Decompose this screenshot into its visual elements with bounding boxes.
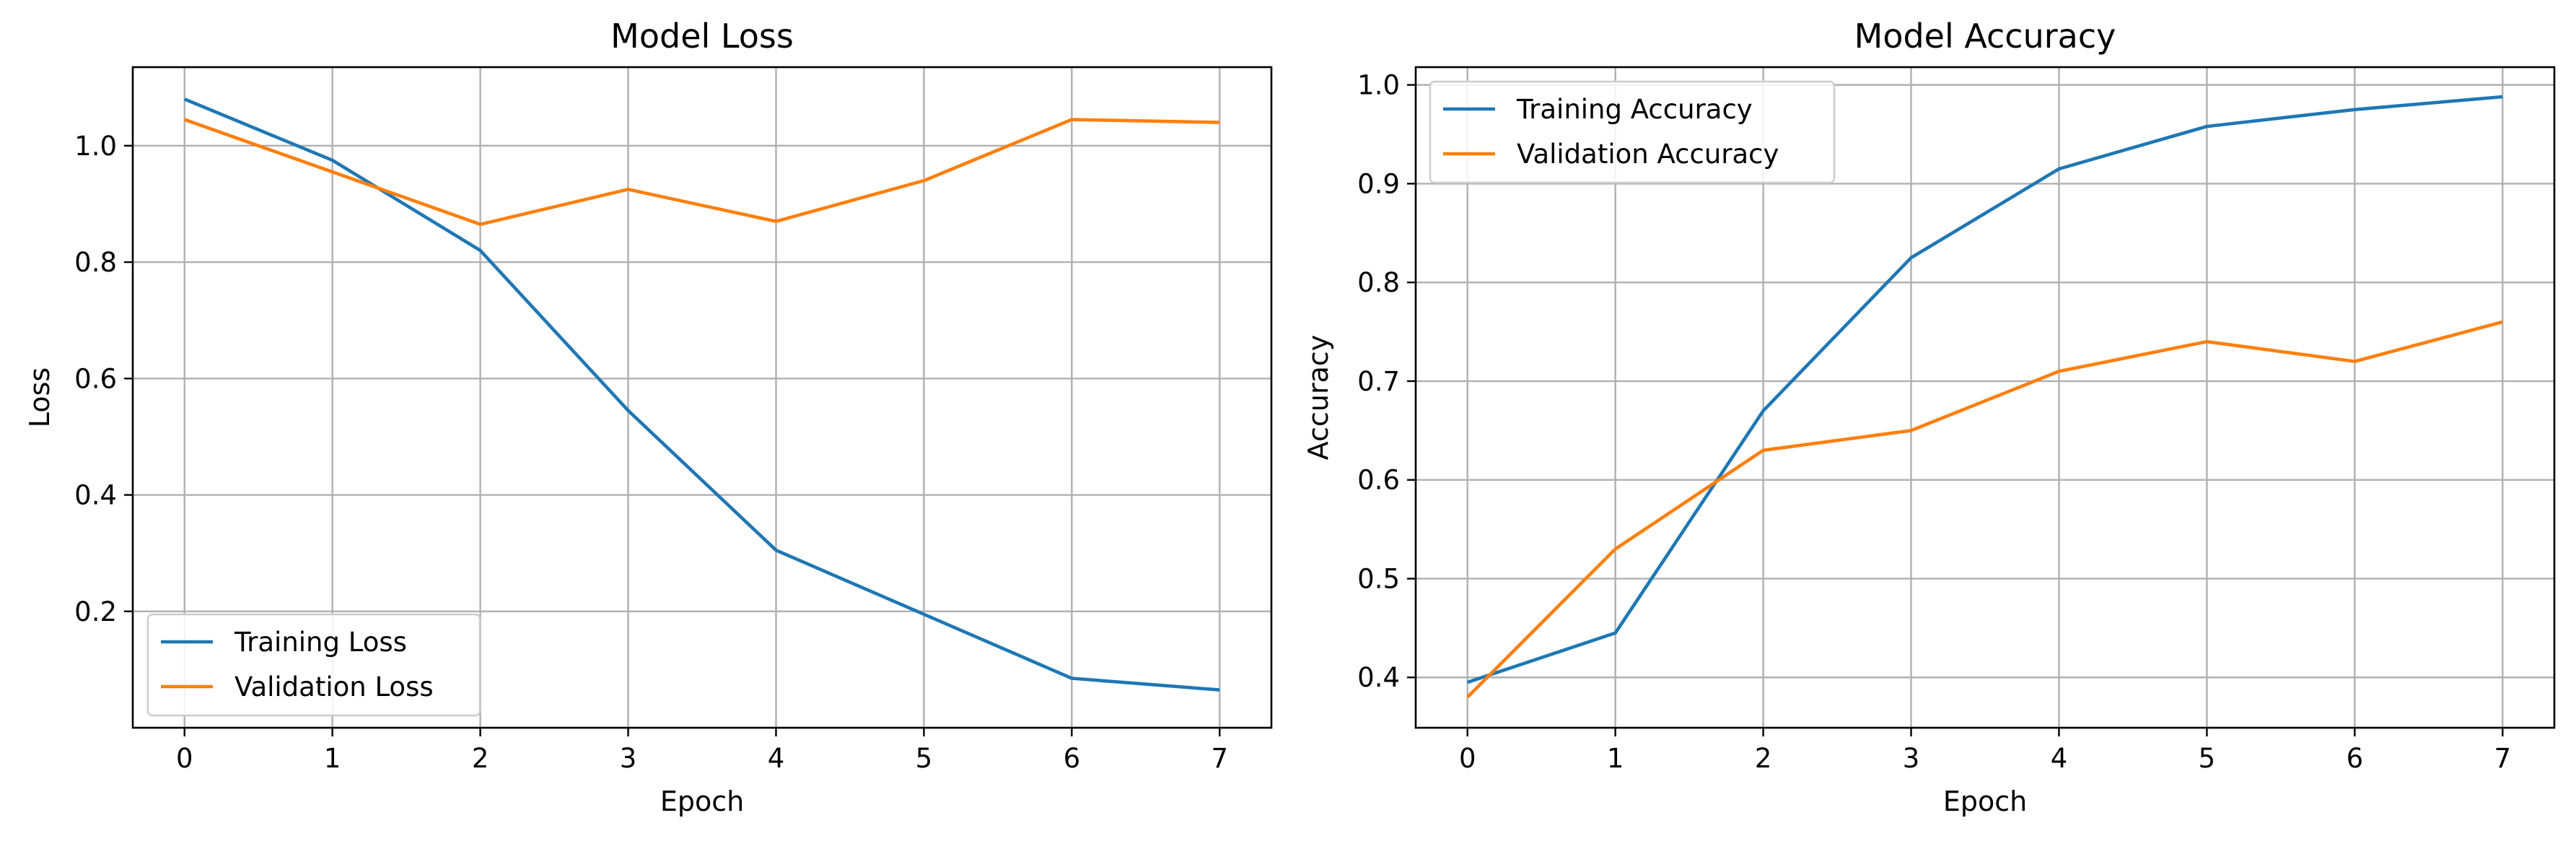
accuracy-y-tick-label: 0.8	[1357, 267, 1400, 298]
loss-x-tick-label: 7	[1211, 743, 1228, 774]
accuracy-legend-label: Validation Accuracy	[1517, 139, 1779, 170]
loss-x-tick-label: 5	[916, 743, 933, 774]
accuracy-legend-box	[1429, 80, 1836, 184]
loss-grid	[133, 67, 1271, 728]
accuracy-y-tick-label: 1.0	[1357, 70, 1400, 101]
accuracy-x-tick-label: 3	[1903, 743, 1920, 774]
accuracy-y-tick-label: 0.7	[1357, 366, 1400, 397]
loss-x-tick-label: 0	[176, 743, 193, 774]
loss-series	[183, 97, 1220, 692]
loss-series-line-training	[183, 97, 1220, 692]
loss-y-tick-label: 1.0	[74, 131, 117, 162]
loss-y-tick-label: 0.2	[74, 596, 117, 627]
accuracy-x-tick-label: 4	[2051, 743, 2068, 774]
accuracy-chart: 0 1 2 3 4 5 6 7 0.4 0.5 0.6 0.7 0.8 0.9 1.0 Model Accu…	[1302, 17, 2556, 817]
accuracy-y-tick-label: 0.6	[1357, 465, 1400, 496]
accuracy-series	[1466, 95, 2503, 699]
loss-y-tick-label: 0.6	[74, 363, 117, 394]
accuracy-chart-title: Model Accuracy	[1854, 17, 2116, 56]
loss-y-axis-label: Loss	[24, 367, 56, 427]
loss-ticks: 0 1 2 3 4 5 6 7 0.2 0.4 0.6 0.8 1.0	[74, 131, 1228, 774]
loss-x-tick-label: 4	[768, 743, 785, 774]
loss-x-tick-label: 3	[620, 743, 637, 774]
accuracy-x-tick-label: 1	[1607, 743, 1624, 774]
accuracy-ticks: 0 1 2 3 4 5 6 7 0.4 0.5 0.6 0.7 0.8 0.9 1.0	[1357, 70, 2511, 774]
accuracy-x-tick-label: 5	[2199, 743, 2216, 774]
accuracy-x-tick-label: 6	[2347, 743, 2364, 774]
loss-x-tick-label: 6	[1064, 743, 1081, 774]
loss-x-tick-label: 2	[472, 743, 489, 774]
accuracy-x-tick-label: 7	[2494, 743, 2511, 774]
loss-chart: 0 1 2 3 4 5 6 7 0.2 0.4 0.6 0.8 1.0 Model Loss Epoch…	[24, 17, 1273, 817]
loss-legend-box	[146, 613, 481, 717]
accuracy-legend-label: Training Accuracy	[1516, 94, 1753, 125]
loss-plot-frame	[131, 66, 1273, 729]
loss-series-line-validation	[183, 118, 1220, 227]
loss-x-axis-label: Epoch	[660, 786, 744, 817]
accuracy-y-tick-label: 0.4	[1357, 662, 1400, 693]
loss-legend-label: Validation Loss	[235, 671, 434, 702]
loss-y-tick-label: 0.8	[74, 247, 117, 278]
accuracy-x-tick-label: 2	[1755, 743, 1772, 774]
accuracy-y-axis-label: Accuracy	[1302, 335, 1334, 461]
loss-y-tick-label: 0.4	[74, 480, 117, 511]
accuracy-series-line-training	[1466, 95, 2503, 684]
accuracy-legend: Training Accuracy Validation Accuracy	[1429, 80, 1836, 184]
accuracy-x-axis-label: Epoch	[1943, 786, 2027, 817]
loss-chart-title: Model Loss	[610, 17, 794, 56]
loss-legend-label: Training Loss	[234, 627, 407, 658]
accuracy-series-line-validation	[1466, 320, 2503, 699]
accuracy-plot-frame	[1414, 66, 2556, 729]
loss-x-tick-label: 1	[324, 743, 341, 774]
accuracy-y-tick-label: 0.9	[1357, 168, 1400, 199]
accuracy-x-tick-label: 0	[1459, 743, 1476, 774]
accuracy-y-tick-label: 0.5	[1357, 563, 1400, 594]
loss-legend: Training Loss Validation Loss	[146, 613, 481, 717]
